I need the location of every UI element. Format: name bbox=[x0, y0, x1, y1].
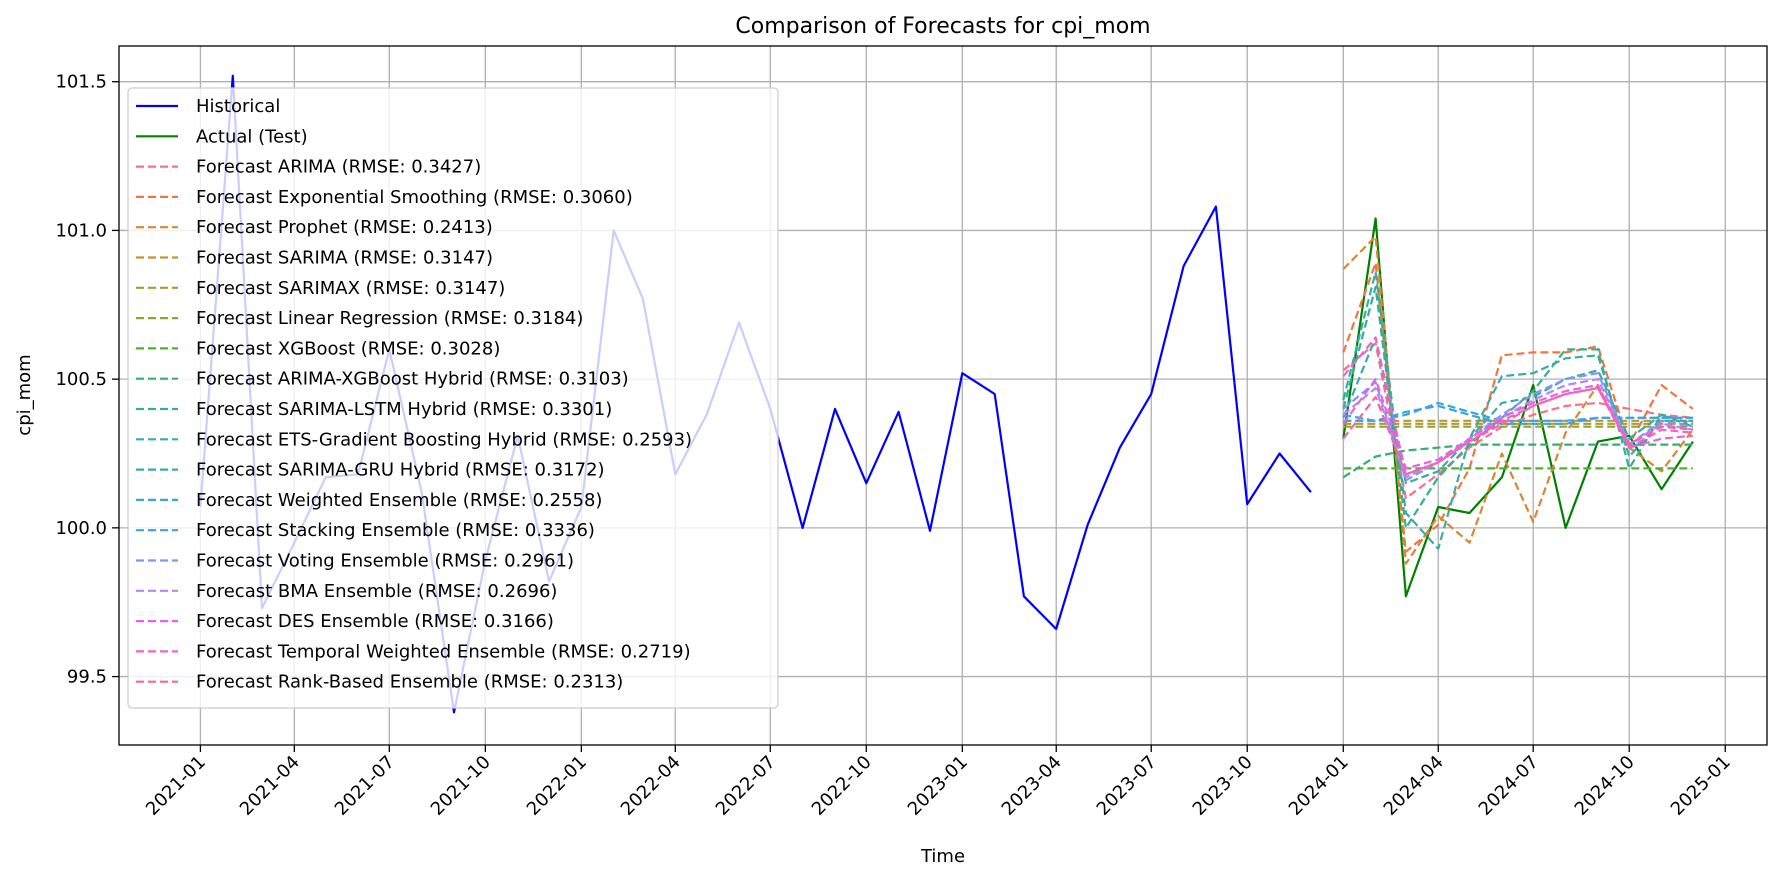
legend-label-1: Actual (Test) bbox=[196, 126, 308, 147]
y-tick-label: 100.5 bbox=[55, 369, 107, 390]
y-axis-label: cpi_mom bbox=[14, 354, 35, 435]
legend-label-18: Forecast Temporal Weighted Ensemble (RMS… bbox=[196, 641, 691, 662]
legend-label-13: Forecast Weighted Ensemble (RMSE: 0.2558… bbox=[196, 490, 602, 511]
legend-label-15: Forecast Voting Ensemble (RMSE: 0.2961) bbox=[196, 551, 574, 572]
series-line-12 bbox=[1342, 336, 1694, 485]
chart-title: Comparison of Forecasts for cpi_mom bbox=[735, 14, 1150, 39]
legend-box bbox=[127, 87, 779, 709]
x-axis-label: Time bbox=[920, 846, 965, 867]
series-line-10 bbox=[1342, 285, 1694, 530]
legend-label-12: Forecast SARIMA-GRU Hybrid (RMSE: 0.3172… bbox=[196, 460, 605, 481]
legend-label-7: Forecast Linear Regression (RMSE: 0.3184… bbox=[196, 308, 583, 329]
legend-label-14: Forecast Stacking Ensemble (RMSE: 0.3336… bbox=[196, 520, 595, 541]
series-line-4 bbox=[1342, 235, 1694, 565]
legend-label-16: Forecast BMA Ensemble (RMSE: 0.2696) bbox=[196, 581, 557, 602]
legend-label-4: Forecast Prophet (RMSE: 0.2413) bbox=[196, 217, 493, 238]
legend-label-9: Forecast ARIMA-XGBoost Hybrid (RMSE: 0.3… bbox=[196, 369, 629, 390]
legend-label-3: Forecast Exponential Smoothing (RMSE: 0.… bbox=[196, 187, 633, 208]
legend-label-2: Forecast ARIMA (RMSE: 0.3427) bbox=[196, 157, 481, 178]
series-layer bbox=[199, 74, 1694, 714]
series-line-11 bbox=[1342, 271, 1693, 550]
legend-label-10: Forecast SARIMA-LSTM Hybrid (RMSE: 0.330… bbox=[196, 399, 612, 420]
legend-label-11: Forecast ETS-Gradient Boosting Hybrid (R… bbox=[196, 429, 692, 450]
legend-label-5: Forecast SARIMA (RMSE: 0.3147) bbox=[196, 248, 493, 269]
plot-frame bbox=[118, 45, 1768, 746]
y-tick-label: 99.5 bbox=[67, 667, 107, 688]
y-tick-label: 101.5 bbox=[55, 72, 107, 93]
series-line-18 bbox=[1342, 336, 1694, 476]
legend-label-0: Historical bbox=[196, 96, 280, 117]
legend-label-17: Forecast DES Ensemble (RMSE: 0.3166) bbox=[196, 611, 554, 632]
y-axis: 99.5 100.0 100.5 101.0 101.5 bbox=[55, 72, 119, 688]
legend-label-8: Forecast XGBoost (RMSE: 0.3028) bbox=[196, 338, 500, 359]
series-line-1 bbox=[1342, 217, 1694, 598]
legend: Historical Actual (Test) Forecast ARIMA (R… bbox=[127, 87, 779, 709]
y-tick-label: 100.0 bbox=[55, 518, 107, 539]
series-line-19 bbox=[1342, 387, 1694, 476]
y-tick-label: 101.0 bbox=[55, 220, 107, 241]
legend-label-19: Forecast Rank-Based Ensemble (RMSE: 0.23… bbox=[196, 672, 623, 693]
legend-label-6: Forecast SARIMAX (RMSE: 0.3147) bbox=[196, 278, 505, 299]
series-line-9 bbox=[1342, 443, 1693, 479]
